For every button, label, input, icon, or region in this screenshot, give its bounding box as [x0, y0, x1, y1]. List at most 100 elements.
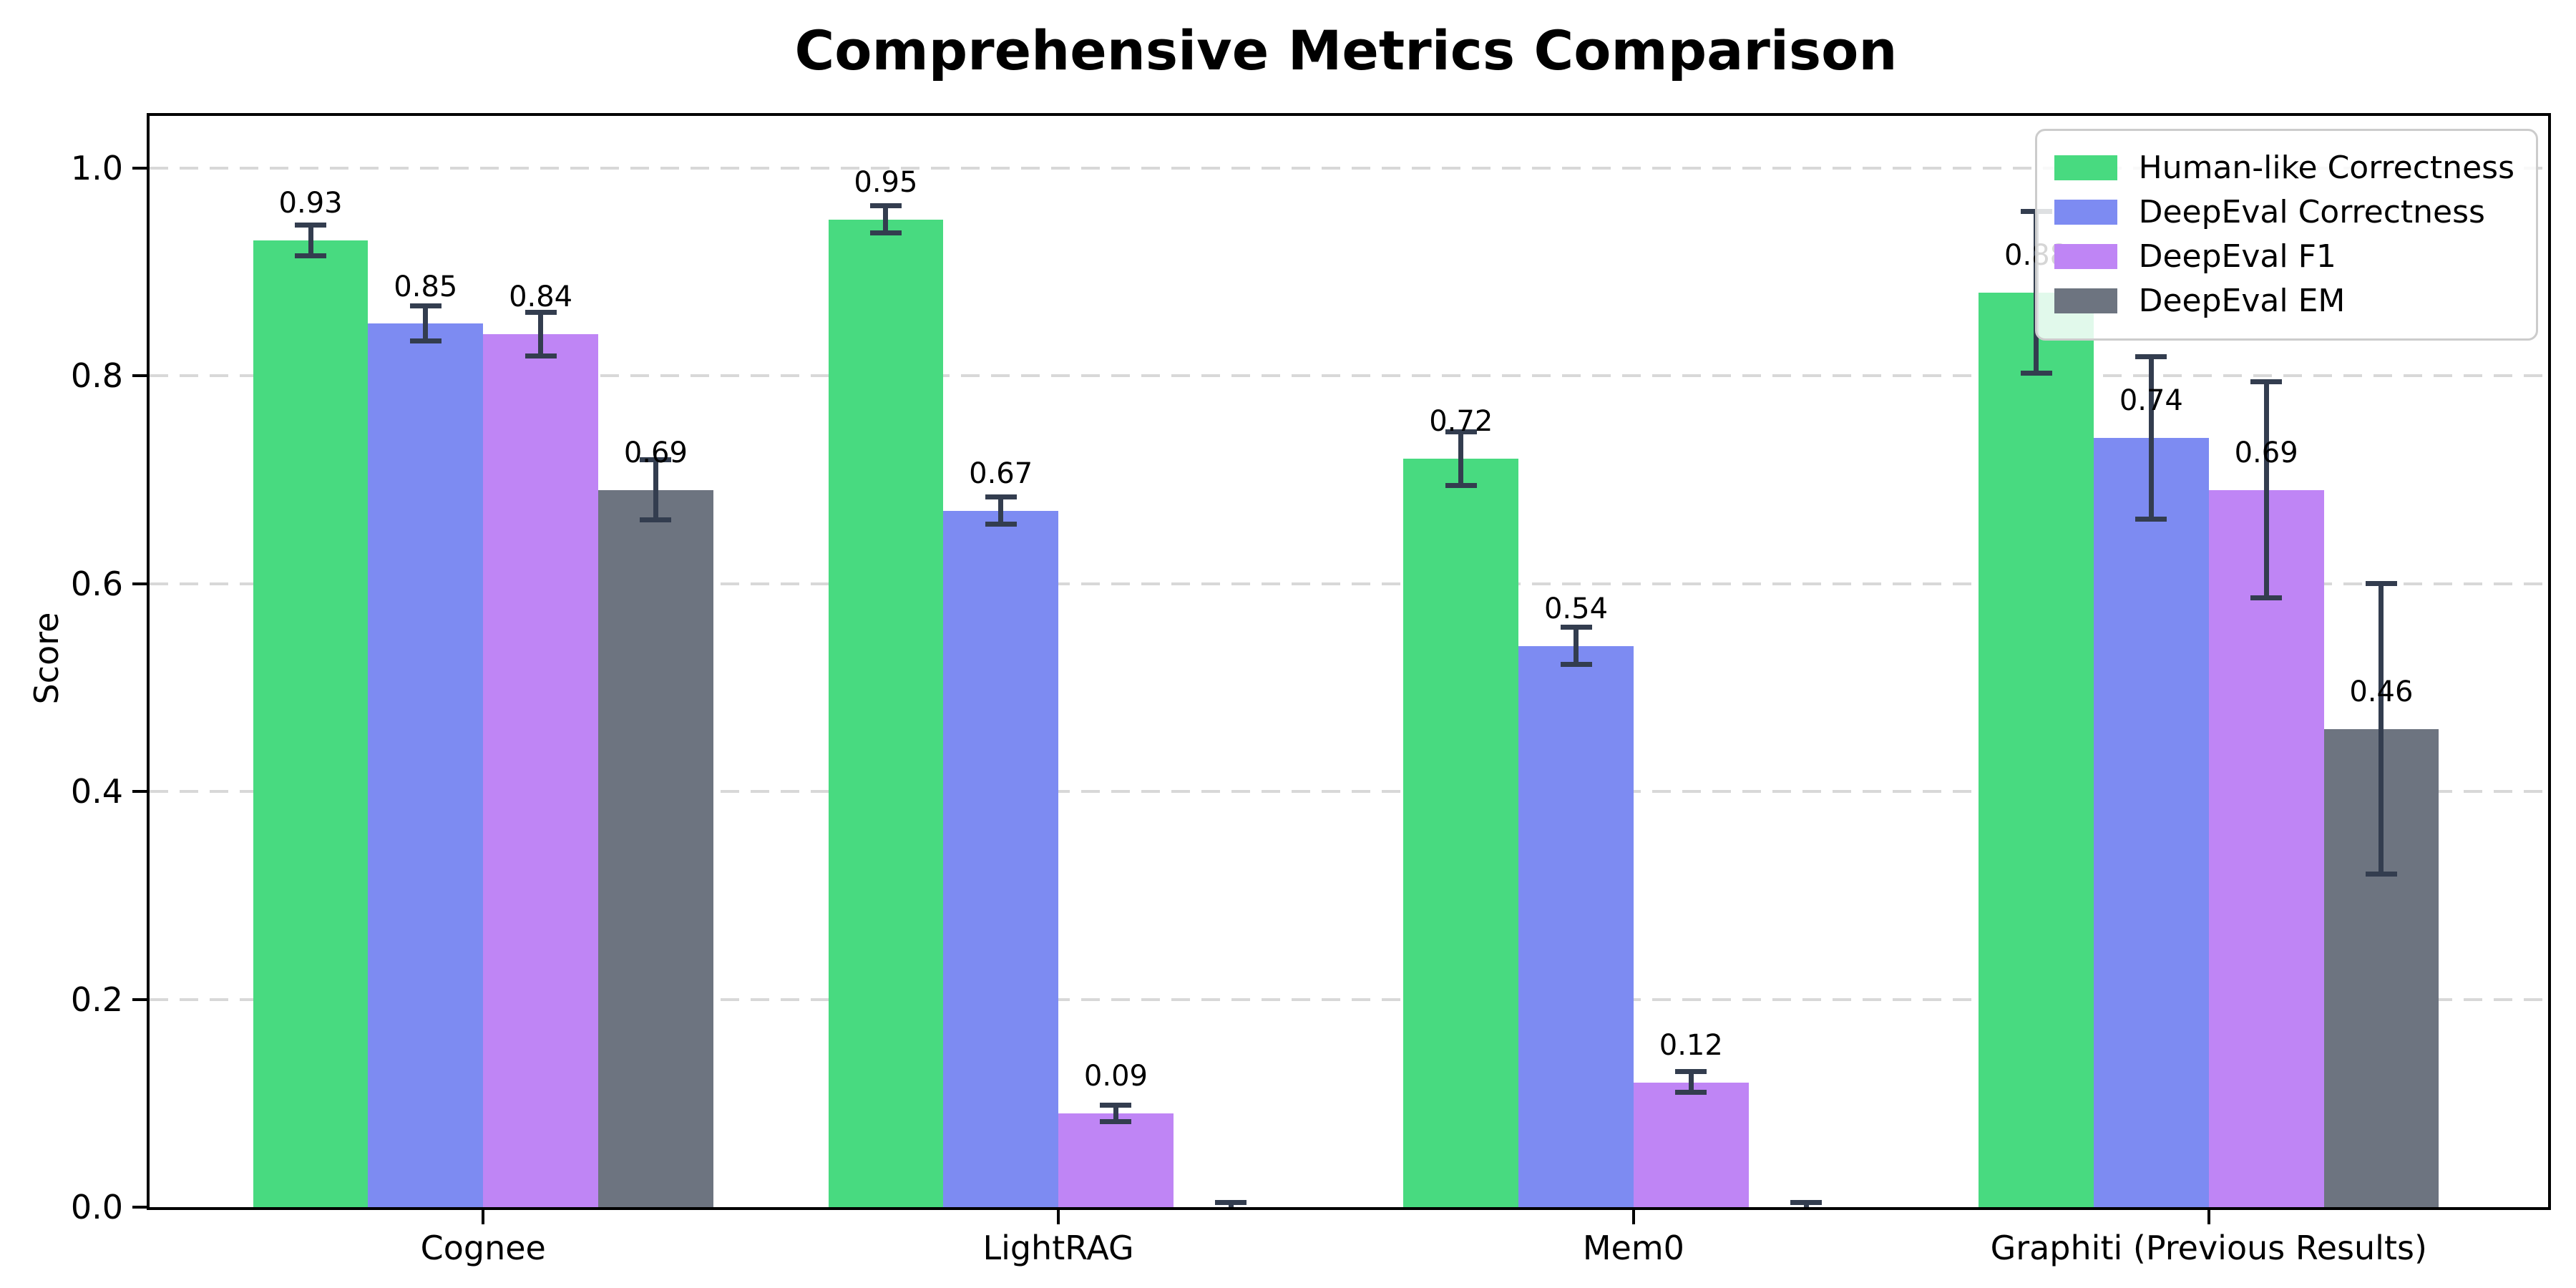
error-bar [1113, 1105, 1118, 1122]
y-tick [132, 166, 147, 170]
bar-value-label: 0.67 [969, 457, 1033, 491]
error-bar-cap [1445, 483, 1477, 489]
error-bar-cap [1100, 1102, 1132, 1108]
bar-value-label: 0.72 [1429, 405, 1493, 439]
error-bar [653, 459, 658, 520]
error-bar [2263, 381, 2269, 598]
error-bar-cap [2250, 379, 2283, 384]
legend-swatch [2054, 155, 2117, 180]
y-tick-label: 0.2 [70, 980, 123, 1019]
y-tick [132, 997, 147, 1001]
gridline [150, 790, 2548, 794]
bar [1979, 292, 2094, 1207]
bar [483, 334, 598, 1207]
bar-value-label: 0.54 [1543, 592, 1609, 625]
error-bar-cap [409, 338, 441, 344]
error-bar-cap [985, 521, 1017, 527]
error-bar [538, 312, 544, 356]
legend-label: DeepEval F1 [2138, 238, 2336, 275]
error-bar-cap [1445, 429, 1477, 434]
bar-value-label: 0.12 [1659, 1028, 1723, 1062]
bar-value-label: 0.74 [2119, 384, 2183, 418]
error-bar [308, 225, 313, 257]
error-bar-cap [2250, 595, 2283, 600]
error-bar-cap [525, 353, 557, 358]
error-bar-cap [525, 309, 557, 315]
bar [1058, 1113, 1174, 1207]
bar [1633, 1082, 1749, 1207]
error-bar-cap [295, 222, 327, 228]
gridline [150, 582, 2548, 585]
x-tick-label: LightRAG [982, 1229, 1134, 1267]
legend-swatch [2054, 288, 2117, 313]
x-tick [482, 1210, 485, 1224]
legend-item: DeepEval Correctness [2054, 190, 2514, 234]
error-bar-cap [1790, 1200, 1823, 1206]
bar [368, 323, 484, 1207]
error-bar-cap [2135, 353, 2167, 359]
y-tick-label: 0.6 [70, 564, 123, 603]
legend-label: Human-like Correctness [2138, 149, 2514, 186]
bar-value-label: 0.93 [278, 187, 343, 220]
gridline [150, 166, 2548, 170]
bar-value-label: 0.84 [509, 280, 573, 314]
bar [1518, 645, 1634, 1207]
bar-value-label: 0.85 [394, 270, 458, 303]
error-bar-cap [1215, 1200, 1247, 1206]
gridline [150, 374, 2548, 378]
legend-label: DeepEval EM [2138, 282, 2346, 319]
error-bar-cap [2135, 516, 2167, 522]
bar [253, 240, 369, 1207]
error-bar-cap [409, 303, 441, 308]
x-tick-label: Graphiti (Previous Results) [1990, 1229, 2427, 1267]
y-tick [132, 374, 147, 378]
error-bar-cap [1100, 1118, 1132, 1124]
x-tick [1631, 1210, 1635, 1224]
error-bar [1458, 431, 1464, 487]
error-bar-cap [640, 457, 672, 462]
y-tick [132, 790, 147, 794]
x-tick [2207, 1210, 2210, 1224]
legend-label: DeepEval Correctness [2138, 193, 2485, 230]
bar [2093, 438, 2209, 1207]
y-tick-label: 1.0 [70, 148, 123, 187]
y-tick-label: 0.8 [70, 356, 123, 396]
error-bar-cap [1675, 1090, 1707, 1096]
error-bar [423, 306, 429, 342]
bar-value-label: 0.09 [1083, 1060, 1148, 1093]
x-tick-label: Cognee [420, 1229, 546, 1267]
error-bar-cap [2365, 580, 2397, 586]
legend-swatch [2054, 243, 2117, 269]
error-bar-cap [869, 230, 902, 236]
error-bar [1688, 1072, 1694, 1093]
y-tick [132, 1206, 147, 1209]
y-tick-label: 0.4 [70, 772, 123, 811]
chart-title: Comprehensive Metrics Comparison [794, 19, 1898, 82]
legend-item: DeepEval F1 [2054, 234, 2514, 278]
error-bar-cap [2020, 371, 2052, 376]
error-bar [2379, 583, 2384, 875]
error-bar-cap [295, 253, 327, 259]
x-tick-label: Mem0 [1582, 1229, 1684, 1267]
error-bar-cap [1560, 661, 1592, 667]
bar [828, 220, 944, 1207]
error-bar-cap [869, 203, 902, 209]
bar [597, 489, 713, 1207]
y-axis-label: Score [27, 612, 66, 705]
bar [943, 510, 1059, 1207]
bar [2208, 489, 2324, 1207]
legend-item: Human-like Correctness [2054, 145, 2514, 190]
error-bar [998, 497, 1004, 525]
bar-value-label: 0.95 [854, 166, 918, 200]
y-tick-label: 0.0 [70, 1188, 123, 1226]
error-bar [1574, 627, 1579, 665]
legend: Human-like Correctness DeepEval Correctne… [2034, 129, 2538, 341]
gridline [150, 997, 2548, 1001]
error-bar [883, 206, 889, 234]
legend-item: DeepEval EM [2054, 278, 2514, 323]
bar [1403, 459, 1519, 1207]
x-tick [1057, 1210, 1060, 1224]
error-bar [2148, 356, 2154, 519]
bar-value-label: 0.46 [2349, 675, 2414, 709]
